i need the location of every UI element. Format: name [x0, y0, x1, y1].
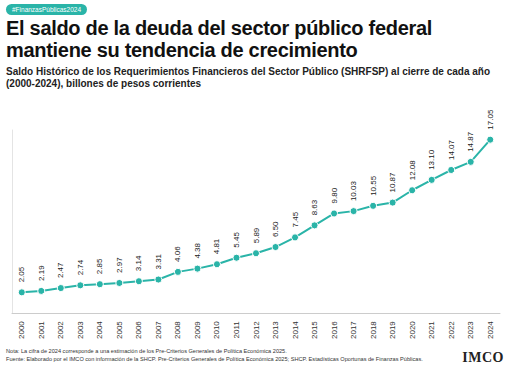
svg-text:2013: 2013 — [271, 321, 280, 339]
svg-text:2005: 2005 — [115, 321, 124, 339]
svg-text:9.80: 9.80 — [330, 187, 339, 203]
html-text:Nota: La cifra de 2024 corresp: Nota: La cifra de 2024 corresponde a una… — [6, 348, 287, 354]
svg-text:10.55: 10.55 — [369, 175, 378, 196]
svg-text:3.14: 3.14 — [134, 255, 143, 271]
svg-text:2020: 2020 — [408, 321, 417, 339]
svg-text:2000: 2000 — [17, 321, 26, 339]
svg-text:2022: 2022 — [447, 321, 456, 339]
svg-text:2014: 2014 — [291, 321, 300, 339]
svg-text:2015: 2015 — [310, 321, 319, 339]
svg-text:2024: 2024 — [486, 321, 495, 339]
svg-text:5.89: 5.89 — [252, 227, 261, 243]
svg-text:2023: 2023 — [466, 321, 475, 339]
svg-text:2012: 2012 — [252, 321, 261, 339]
svg-text:2016: 2016 — [330, 321, 339, 339]
svg-text:5.45: 5.45 — [232, 232, 241, 248]
svg-text:2001: 2001 — [37, 321, 46, 339]
svg-text:2.47: 2.47 — [56, 262, 65, 278]
svg-text:2007: 2007 — [154, 321, 163, 339]
svg-text:14.87: 14.87 — [466, 131, 475, 152]
svg-text:2008: 2008 — [173, 321, 182, 339]
svg-text:7.45: 7.45 — [291, 211, 300, 227]
svg-text:2002: 2002 — [56, 321, 65, 339]
svg-text:2.05: 2.05 — [17, 266, 26, 282]
svg-text:4.81: 4.81 — [212, 238, 221, 254]
svg-text:2019: 2019 — [388, 321, 397, 339]
html-text:El saldo de la deuda del secto: El saldo de la deuda del sector público … — [6, 17, 432, 61]
svg-text:2.19: 2.19 — [37, 265, 46, 281]
svg-text:6.50: 6.50 — [271, 221, 280, 237]
svg-text:4.38: 4.38 — [193, 243, 202, 259]
svg-text:2.85: 2.85 — [95, 258, 104, 274]
svg-text:4.06: 4.06 — [173, 246, 182, 262]
svg-text:2004: 2004 — [95, 321, 104, 339]
svg-text:8.63: 8.63 — [310, 199, 319, 215]
svg-text:2006: 2006 — [134, 321, 143, 339]
svg-text:10.03: 10.03 — [349, 181, 358, 202]
svg-text:14.07: 14.07 — [447, 139, 456, 160]
svg-text:17.05: 17.05 — [486, 109, 495, 130]
html-text:IMCO: IMCO — [462, 350, 504, 365]
svg-text:2018: 2018 — [369, 321, 378, 339]
html-text:Saldo Histórico de los Requeri: Saldo Histórico de los Requerimientos Fi… — [6, 66, 490, 89]
svg-text:2017: 2017 — [349, 321, 358, 339]
svg-text:2009: 2009 — [193, 321, 202, 339]
html-text:Fuente: Elaborado por el IMCO: Fuente: Elaborado por el IMCO con inform… — [6, 356, 423, 362]
html-text:#FinanzasPúblicas2024: #FinanzasPúblicas2024 — [12, 6, 81, 13]
svg-text:13.10: 13.10 — [427, 149, 436, 170]
svg-text:12.08: 12.08 — [408, 160, 417, 181]
svg-text:2.97: 2.97 — [115, 257, 124, 273]
svg-text:2.74: 2.74 — [76, 259, 85, 275]
svg-text:2003: 2003 — [76, 321, 85, 339]
svg-text:10.87: 10.87 — [388, 172, 397, 193]
svg-text:2010: 2010 — [212, 321, 221, 339]
svg-text:3.31: 3.31 — [154, 253, 163, 269]
svg-text:2021: 2021 — [427, 321, 436, 339]
svg-text:2011: 2011 — [232, 321, 241, 339]
